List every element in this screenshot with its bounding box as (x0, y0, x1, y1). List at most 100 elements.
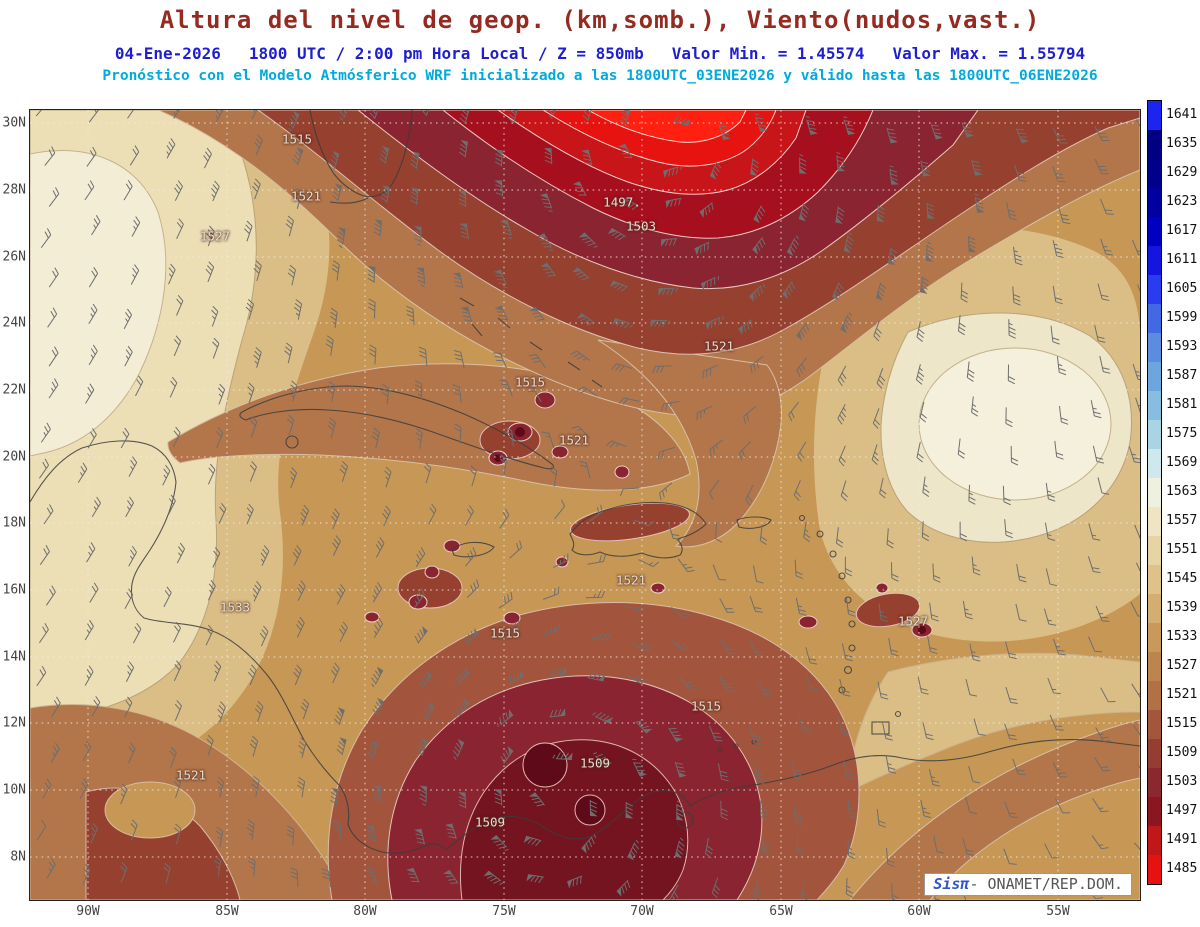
run-date: 04-Ene-2026 (114, 44, 221, 63)
colorbar-value: 1545 (1166, 571, 1198, 586)
colorbar-value: 1617 (1166, 223, 1198, 238)
contour-value-label: 1533 (219, 599, 251, 615)
wind-barbs-layer (35, 110, 1140, 900)
colorbar-swatch (1148, 623, 1161, 652)
contour-value-label: 1515 (514, 374, 546, 390)
colorbar-swatch (1148, 101, 1161, 130)
colorbar-swatch (1148, 797, 1161, 826)
lat-label: 8N (10, 849, 26, 865)
colorbar-swatch (1148, 739, 1161, 768)
latlon-grid-layer (30, 110, 1140, 900)
lat-label: 26N (2, 249, 26, 265)
contour-value-label: 1527 (897, 613, 929, 629)
contour-value-label: 1521 (615, 572, 647, 588)
colorbar-legend: 1641 1635 1629 1623 1617 1611 1605 1599 1593 1587… (1147, 100, 1197, 885)
colorbar-swatch (1148, 768, 1161, 797)
colorbar-value: 1623 (1166, 194, 1198, 209)
contour-value-label: 1509 (579, 755, 611, 771)
colorbar-swatch (1148, 159, 1161, 188)
contour-value-label: 1497. (603, 194, 641, 210)
colorbar-value: 1485 (1166, 861, 1198, 876)
colorbar-value: 1635 (1166, 136, 1198, 151)
lat-label: 22N (2, 382, 26, 398)
colorbar-value: 1593 (1166, 339, 1198, 354)
colorbar-strip (1147, 100, 1162, 885)
map-area: 1515 1521 1527 1497. 1503 1521 1515 1521 1533 152… (29, 109, 1141, 901)
colorbar-swatch (1148, 333, 1161, 362)
colorbar-value: 1581 (1166, 397, 1198, 412)
colorbar-value: 1491 (1166, 832, 1198, 847)
lat-label: 28N (2, 182, 26, 198)
contour-value-label: 1515 (690, 698, 722, 714)
colorbar-value: 1611 (1166, 252, 1198, 267)
colorbar-value: 1557 (1166, 513, 1198, 528)
colorbar-value: 1587 (1166, 368, 1198, 383)
colorbar-swatch (1148, 130, 1161, 159)
lon-label: 75W (492, 904, 516, 919)
value-min: Valor Min. = 1.45574 (671, 44, 865, 63)
colorbar-value: 1641 (1166, 107, 1198, 122)
forecast-model-line: Pronóstico con el Modelo Atmósferico WRF… (102, 68, 1098, 84)
lat-label: 24N (2, 315, 26, 331)
contour-value-label: 1521 (703, 338, 735, 354)
contour-value-label: 1515 (489, 625, 521, 641)
colorbar-value: 1599 (1166, 310, 1198, 325)
colorbar-value: 1569 (1166, 455, 1198, 470)
contour-value-label: 1503 (625, 218, 657, 234)
colorbar-value: 1605 (1166, 281, 1198, 296)
lon-label: 85W (215, 904, 239, 919)
colorbar-value: 1509 (1166, 745, 1198, 760)
attribution-brand: Sisπ (933, 875, 970, 893)
colorbar-value: 1629 (1166, 165, 1198, 180)
contour-value-label: 1515 (281, 131, 313, 147)
colorbar-swatch (1148, 391, 1161, 420)
colorbar-swatch (1148, 449, 1161, 478)
colorbar-swatch (1148, 565, 1161, 594)
colorbar-swatch (1148, 507, 1161, 536)
colorbar-value: 1527 (1166, 658, 1198, 673)
lon-label: 90W (76, 904, 100, 919)
lat-label: 18N (2, 515, 26, 531)
colorbar-swatch (1148, 855, 1161, 884)
lat-label: 10N (2, 782, 26, 798)
colorbar-swatch (1148, 594, 1161, 623)
colorbar-labels: 1641 1635 1629 1623 1617 1611 1605 1599 1593 1587… (1166, 100, 1197, 885)
colorbar-value: 1575 (1166, 426, 1198, 441)
contour-value-label: 1521 (290, 188, 322, 204)
geopotential-shading-layer (30, 110, 1140, 900)
colorbar-swatch (1148, 478, 1161, 507)
colorbar-swatch (1148, 304, 1161, 333)
colorbar-swatch (1148, 826, 1161, 855)
lon-label: 60W (907, 904, 931, 919)
map-title: Altura del nivel de geop. (km,somb.), Vi… (159, 6, 1041, 34)
lon-label: 65W (769, 904, 793, 919)
colorbar-value: 1551 (1166, 542, 1198, 557)
lat-label: 16N (2, 582, 26, 598)
colorbar-swatch (1148, 188, 1161, 217)
colorbar-value: 1515 (1166, 716, 1198, 731)
value-max: Valor Max. = 1.55794 (892, 44, 1086, 63)
lat-label: 12N (2, 715, 26, 731)
lon-label: 70W (630, 904, 654, 919)
colorbar-swatch (1148, 246, 1161, 275)
lon-label: 55W (1046, 904, 1070, 919)
lon-label: 80W (353, 904, 377, 919)
header-line-datetime: 04-Ene-2026 1800 UTC / 2:00 pm Hora Loca… (0, 44, 1200, 63)
colorbar-value: 1563 (1166, 484, 1198, 499)
colorbar-value: 1503 (1166, 774, 1198, 789)
colorbar-value: 1521 (1166, 687, 1198, 702)
contour-value-label: 1521 (175, 767, 207, 783)
colorbar-value: 1539 (1166, 600, 1198, 615)
colorbar-swatch (1148, 652, 1161, 681)
colorbar-swatch (1148, 275, 1161, 304)
attribution-box: Sisπ- ONAMET/REP.DOM. (924, 873, 1132, 896)
contour-value-label: 1509 (474, 814, 506, 830)
colorbar-swatch (1148, 362, 1161, 391)
lat-label: 20N (2, 449, 26, 465)
contour-value-label: 1521 (558, 432, 590, 448)
colorbar-value: 1533 (1166, 629, 1198, 644)
colorbar-swatch (1148, 420, 1161, 449)
attribution-text: - ONAMET/REP.DOM. (969, 875, 1123, 893)
lat-label: 30N (2, 115, 26, 131)
contour-value-label: 1527 (199, 228, 231, 244)
